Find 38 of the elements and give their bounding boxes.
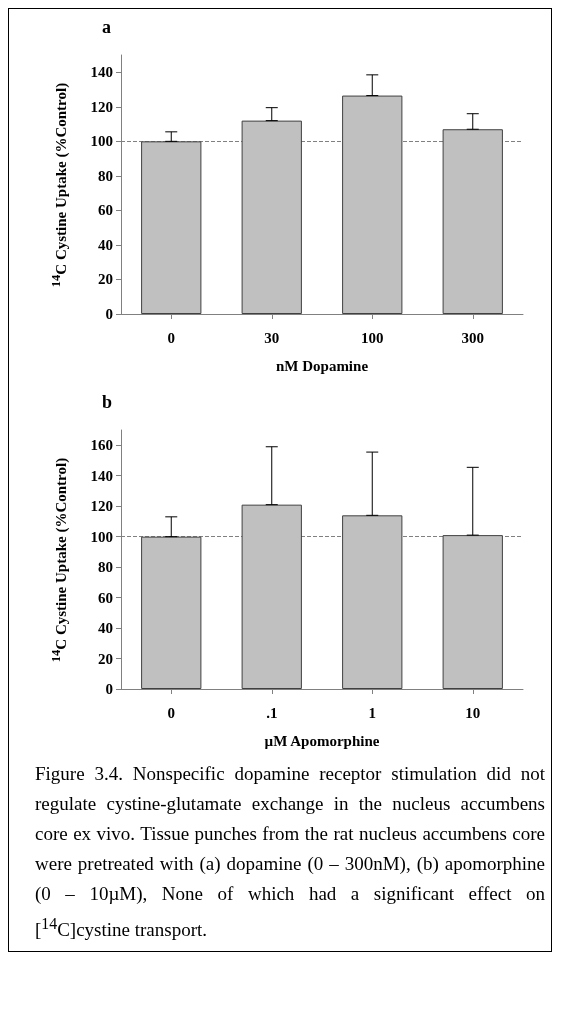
bar bbox=[241, 504, 302, 689]
x-tick-label: 30 bbox=[264, 329, 280, 346]
y-tick-label: 20 bbox=[98, 271, 113, 288]
y-tick-label: 60 bbox=[98, 202, 113, 219]
bar bbox=[342, 95, 403, 314]
bar bbox=[442, 535, 503, 689]
y-tick-label: 40 bbox=[98, 620, 113, 637]
x-tick-label: 0 bbox=[167, 329, 175, 346]
x-tick-label: 0 bbox=[167, 704, 175, 721]
bar bbox=[141, 141, 202, 314]
x-axis-title: µM Apomorphine bbox=[264, 732, 380, 749]
y-tick-label: 0 bbox=[105, 681, 113, 697]
bar bbox=[141, 536, 202, 689]
y-tick-label: 100 bbox=[90, 528, 113, 545]
y-tick-label: 160 bbox=[90, 437, 113, 454]
chart-title: a bbox=[102, 17, 111, 37]
y-tick-label: 40 bbox=[98, 236, 113, 253]
y-tick-label: 0 bbox=[105, 306, 113, 322]
x-tick-label: 10 bbox=[465, 704, 481, 721]
x-tick-label: 1 bbox=[368, 704, 376, 721]
bar bbox=[241, 120, 302, 314]
x-tick-label: 300 bbox=[461, 329, 484, 346]
y-tick-label: 100 bbox=[90, 133, 113, 150]
x-axis-title: nM Dopamine bbox=[275, 357, 369, 374]
bar bbox=[342, 515, 403, 689]
y-tick-label: 60 bbox=[98, 589, 113, 606]
y-tick-label: 140 bbox=[90, 64, 113, 81]
caption: Figure 3.4. Nonspecific dopamine receptor stimulation did not regulate cystine-glutamate exchange in the nucleus accumbens core ex vivo. Tissue punches from the rat nucleus accumbens core were pretreated with (a) dopamine (0 – 300nM), (b) apomorphine (0 – 10µM), None of which had a significant effect on [$^{14}$C]cystine transport. bbox=[34, 762, 546, 943]
y-tick-label: 140 bbox=[90, 467, 113, 484]
x-tick-label: .1 bbox=[266, 704, 278, 721]
bar bbox=[442, 129, 503, 314]
y-tick-label: 80 bbox=[98, 167, 113, 184]
y-tick-label: 20 bbox=[98, 650, 113, 667]
x-tick-label: 100 bbox=[361, 329, 384, 346]
y-tick-label: 80 bbox=[98, 559, 113, 576]
y-tick-label: 120 bbox=[90, 98, 113, 115]
y-tick-label: 120 bbox=[90, 498, 113, 515]
chart-title: b bbox=[102, 392, 113, 412]
